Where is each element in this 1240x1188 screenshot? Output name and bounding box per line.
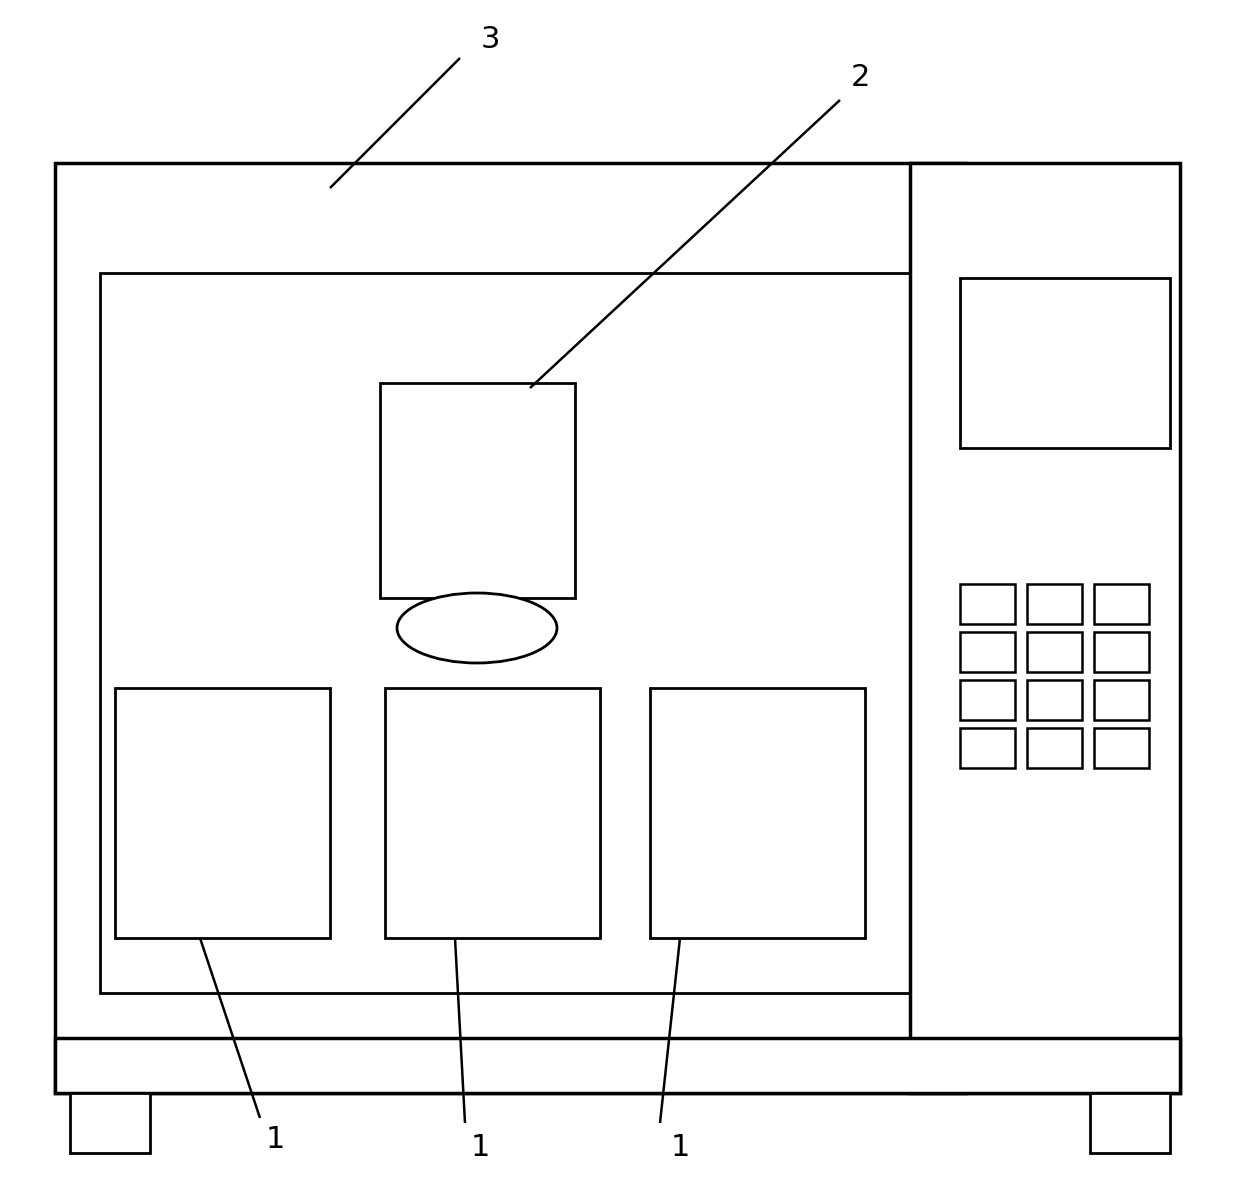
Bar	[1094, 632, 1149, 672]
Bar	[650, 688, 866, 939]
Bar	[100, 273, 920, 993]
Bar	[960, 584, 1016, 624]
Bar	[960, 728, 1016, 767]
Bar	[1027, 680, 1083, 720]
Bar	[960, 632, 1016, 672]
Text: 2: 2	[851, 63, 869, 93]
Bar	[115, 688, 330, 939]
Text: 1: 1	[470, 1133, 490, 1163]
Bar	[1094, 584, 1149, 624]
Bar	[1094, 728, 1149, 767]
Bar	[384, 688, 600, 939]
Bar	[55, 163, 965, 1093]
Bar	[1027, 728, 1083, 767]
Text: 1: 1	[671, 1133, 689, 1163]
Bar	[1090, 1093, 1171, 1154]
Bar	[1027, 632, 1083, 672]
Bar	[379, 383, 575, 598]
Bar	[960, 278, 1171, 448]
Text: 1: 1	[265, 1125, 285, 1155]
Bar	[1094, 680, 1149, 720]
Bar	[1027, 584, 1083, 624]
Bar	[910, 163, 1180, 1093]
Bar	[69, 1093, 150, 1154]
Ellipse shape	[397, 593, 557, 663]
Bar	[960, 680, 1016, 720]
Text: 3: 3	[480, 25, 500, 55]
Bar	[55, 1038, 1180, 1093]
